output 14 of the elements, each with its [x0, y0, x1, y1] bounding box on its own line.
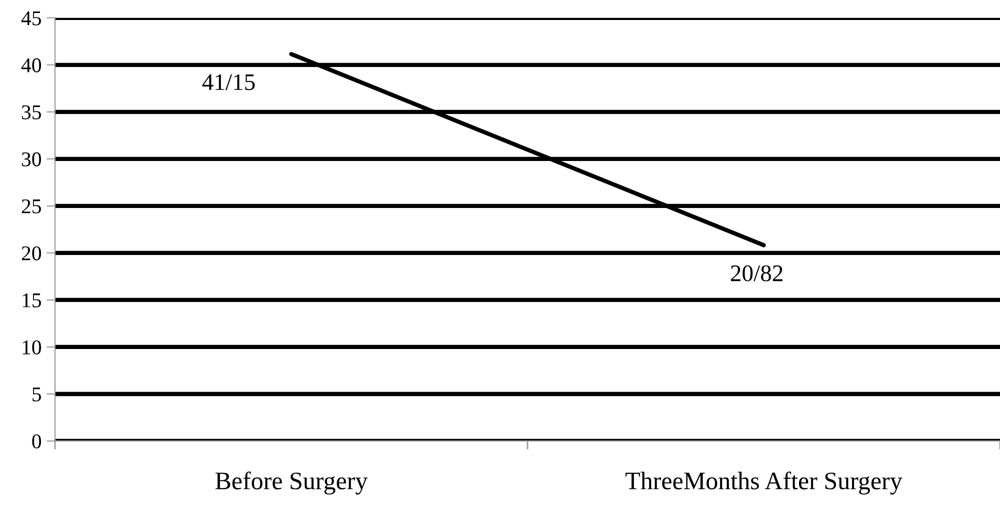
y-tick-label: 45 — [21, 11, 41, 26]
y-tick-label: 20 — [22, 246, 42, 260]
data-label: 41/15 — [202, 74, 255, 90]
x-tick-label: ThreeMonths After Surgery — [626, 472, 902, 495]
y-tick-label: 40 — [21, 58, 42, 72]
y-tick-label: 10 — [22, 340, 42, 354]
y-tick-label: 25 — [22, 199, 41, 214]
y-tick-label: 35 — [22, 105, 41, 120]
x-tick-label: Before Surgery — [215, 472, 368, 495]
y-tick-label: 15 — [22, 293, 41, 308]
y-tick-label: 0 — [32, 434, 42, 448]
y-tick-label: 5 — [32, 388, 41, 402]
data-label: 20/82 — [730, 265, 782, 282]
y-tick-label: 30 — [22, 152, 42, 166]
